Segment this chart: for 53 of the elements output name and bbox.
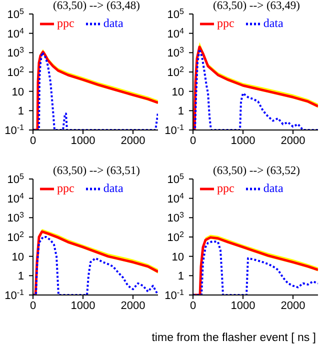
chart-title: (63,50) --> (63,51) <box>52 165 141 178</box>
y-tick-label: 1 <box>18 270 24 283</box>
y-tick-label: 1 <box>178 106 184 118</box>
chart-title: (63,50) --> (63,48) <box>52 0 141 13</box>
y-tick-label: 10$^{4}$ <box>167 190 185 206</box>
y-tick-label: 10$^{3}$ <box>167 210 185 225</box>
y-tick-label: 10$^{2}$ <box>7 64 25 79</box>
y-tick-label: 10$^{2}$ <box>167 230 185 244</box>
y-tick-label: 10$^{5}$ <box>7 6 25 21</box>
y-tick-label: 10$^{4}$ <box>7 26 25 40</box>
x-tick-label: 1000 <box>70 300 96 312</box>
y-tick-label: 10$^{4}$ <box>7 190 25 206</box>
y-tick-label: 10$^{5}$ <box>7 172 25 186</box>
y-tick-label: 1 <box>18 106 24 118</box>
x-tick-label: 0 <box>190 300 196 312</box>
y-tick-label: 10$^{-1}$ <box>4 288 25 302</box>
y-tick-label: 10$^{3}$ <box>167 45 185 60</box>
y-tick-label: 10$^{4}$ <box>167 26 185 40</box>
legend-label: ppc <box>216 181 234 196</box>
x-tick-label: 0 <box>30 134 36 147</box>
legend-label: data <box>262 181 284 196</box>
y-tick-label: 10 <box>12 251 24 264</box>
chart-title: (63,50) --> (63,49) <box>212 0 301 13</box>
x-tick-label: 1000 <box>230 134 256 147</box>
legend-label: data <box>102 181 124 196</box>
y-tick-label: 10$^{-1}$ <box>4 122 25 137</box>
y-tick-label: 10 <box>172 86 184 98</box>
x-tick-label: 2000 <box>120 134 146 147</box>
legend-label: data <box>262 16 284 31</box>
legend-label: ppc <box>216 16 234 31</box>
x-tick-label: 2000 <box>280 134 306 147</box>
x-tick-label: 2000 <box>120 300 146 312</box>
y-tick-label: 1 <box>178 270 184 283</box>
y-tick-label: 10 <box>12 86 24 98</box>
x-tick-label: 0 <box>190 134 196 147</box>
legend-label: ppc <box>56 16 74 31</box>
y-tick-label: 10$^{-1}$ <box>164 288 185 302</box>
legend-label: ppc <box>56 181 74 196</box>
y-tick-label: 10$^{-1}$ <box>164 122 185 137</box>
y-tick-label: 10$^{3}$ <box>7 210 25 225</box>
y-tick-label: 10$^{5}$ <box>167 6 185 21</box>
x-tick-label: 0 <box>30 300 36 312</box>
chart-title: (63,50) --> (63,52) <box>212 165 301 178</box>
y-tick-label: 10$^{2}$ <box>167 64 185 79</box>
x-tick-label: 2000 <box>280 300 306 312</box>
y-tick-label: 10$^{3}$ <box>7 45 25 60</box>
x-tick-label: 1000 <box>230 300 256 312</box>
y-tick-label: 10$^{2}$ <box>7 230 25 244</box>
legend-label: data <box>102 16 124 31</box>
x-axis-title: time from the flasher event [ ns ] <box>152 332 316 344</box>
y-tick-label: 10$^{5}$ <box>167 172 185 186</box>
x-tick-label: 1000 <box>70 134 96 147</box>
y-tick-label: 10 <box>172 251 184 264</box>
